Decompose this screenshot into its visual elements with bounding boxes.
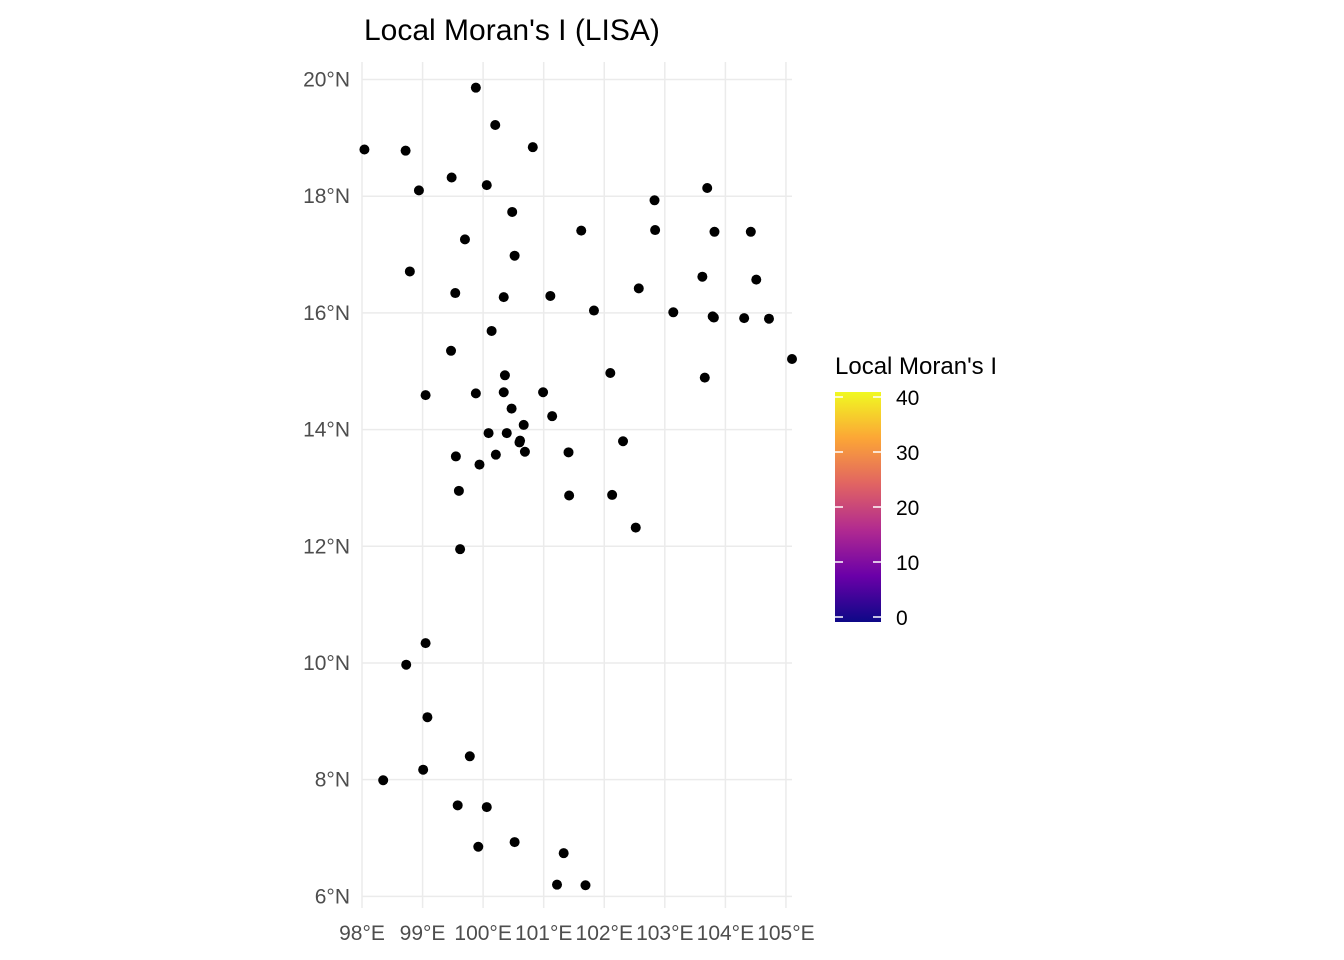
data-point — [649, 195, 660, 206]
y-tick-label: 18°N — [303, 185, 350, 208]
grid — [361, 62, 792, 908]
data-point — [418, 764, 429, 775]
data-point — [558, 848, 569, 859]
data-point — [499, 370, 510, 381]
data-points — [359, 82, 797, 891]
data-point — [699, 372, 710, 383]
data-point — [481, 802, 492, 813]
data-point — [404, 266, 415, 277]
legend-ticks: 0 10 20 30 40 — [835, 387, 919, 630]
data-point — [483, 428, 494, 439]
data-point — [490, 449, 501, 460]
data-point — [509, 250, 520, 261]
data-point — [580, 880, 591, 891]
data-point — [564, 490, 575, 501]
data-point — [709, 226, 720, 237]
data-point — [420, 390, 431, 401]
data-point — [633, 283, 644, 294]
data-point — [588, 305, 599, 316]
x-tick-label: 99°E — [400, 922, 446, 945]
data-point — [576, 225, 587, 236]
color-legend: Local Moran's I 0 10 20 30 40 — [835, 353, 997, 630]
data-point — [708, 312, 719, 323]
data-point — [702, 183, 713, 194]
data-point — [470, 82, 481, 93]
data-point — [607, 489, 618, 500]
data-point — [605, 367, 616, 378]
data-point — [739, 313, 750, 324]
legend-title: Local Moran's I — [835, 353, 997, 380]
data-point — [420, 638, 431, 649]
x-tick-label: 103°E — [636, 922, 693, 945]
data-point — [514, 437, 525, 448]
data-point — [422, 712, 433, 723]
data-point — [481, 180, 492, 191]
data-point — [473, 841, 484, 852]
data-point — [545, 290, 556, 301]
y-tick-label: 12°N — [303, 535, 350, 558]
legend-tick-label: 0 — [896, 607, 908, 630]
x-tick-label: 98°E — [339, 922, 385, 945]
data-point — [450, 288, 461, 299]
data-point — [501, 428, 512, 439]
data-point — [538, 387, 549, 398]
data-point — [459, 234, 470, 245]
data-point — [506, 403, 517, 414]
y-tick-label: 10°N — [303, 652, 350, 675]
data-point — [450, 451, 461, 462]
legend-tick-label: 20 — [896, 497, 919, 520]
data-point — [446, 172, 457, 183]
legend-tick-label: 10 — [896, 552, 919, 575]
data-point — [470, 388, 481, 399]
data-point — [359, 144, 370, 155]
y-tick-label: 8°N — [315, 769, 350, 792]
data-point — [519, 446, 530, 457]
data-point — [401, 659, 412, 670]
data-point — [518, 419, 529, 430]
data-point — [650, 225, 661, 236]
data-point — [787, 353, 797, 364]
data-point — [668, 307, 679, 318]
data-point — [464, 751, 475, 762]
data-point — [563, 447, 574, 458]
data-point — [547, 411, 558, 422]
data-point — [618, 436, 629, 447]
x-tick-label: 105°E — [757, 922, 814, 945]
y-tick-label: 14°N — [303, 419, 350, 442]
x-axis-ticks: 98°E 99°E 100°E 101°E 102°E 103°E 104°E 105°E — [339, 922, 815, 945]
y-axis-ticks: 6°N 8°N 10°N 12°N 14°N 16°N 18°N 20°N — [303, 69, 350, 909]
data-point — [498, 387, 509, 398]
data-point — [453, 485, 464, 496]
data-point — [474, 459, 485, 470]
x-tick-label: 102°E — [576, 922, 633, 945]
data-point — [400, 145, 411, 156]
data-point — [490, 120, 501, 131]
data-point — [452, 800, 463, 811]
x-tick-label: 104°E — [697, 922, 754, 945]
y-tick-label: 20°N — [303, 69, 350, 92]
x-tick-label: 100°E — [454, 922, 511, 945]
data-point — [630, 522, 641, 533]
data-point — [745, 226, 756, 237]
data-point — [527, 142, 538, 153]
y-tick-label: 16°N — [303, 302, 350, 325]
data-point — [498, 292, 509, 303]
data-point — [552, 879, 563, 890]
legend-tick-label: 30 — [896, 442, 919, 465]
chart-title: Local Moran's I (LISA) — [364, 14, 660, 47]
data-point — [486, 325, 497, 336]
data-point — [378, 775, 389, 786]
x-tick-label: 101°E — [515, 922, 572, 945]
data-point — [697, 271, 708, 282]
data-point — [509, 837, 520, 848]
data-point — [446, 345, 457, 356]
legend-tick-label: 40 — [896, 387, 919, 410]
data-point — [455, 544, 466, 555]
data-point — [763, 313, 774, 324]
data-point — [751, 274, 762, 285]
data-point — [413, 185, 424, 196]
y-tick-label: 6°N — [315, 885, 350, 908]
data-point — [507, 206, 518, 217]
